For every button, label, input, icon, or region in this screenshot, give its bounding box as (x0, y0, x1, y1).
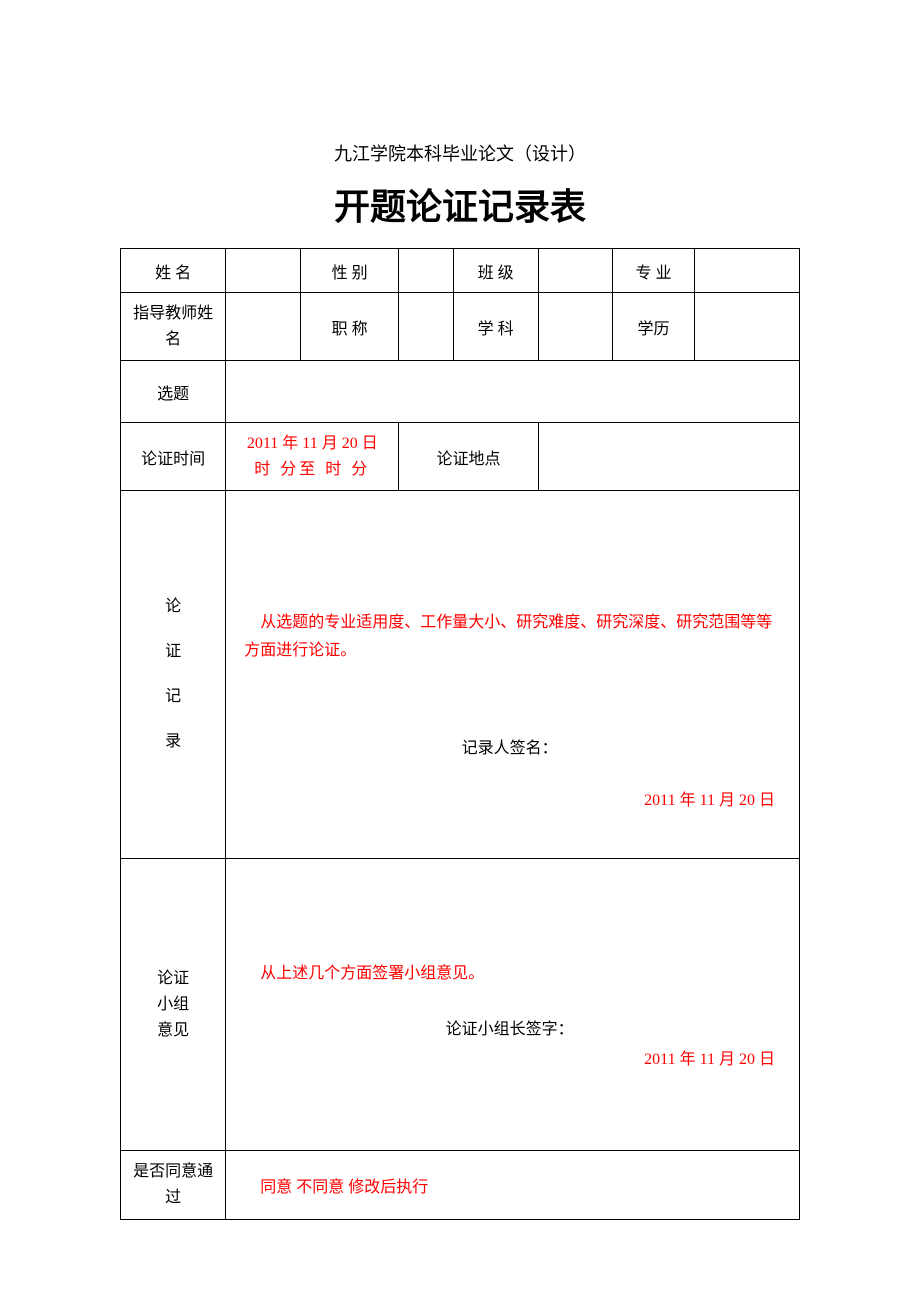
label-argue-time: 论证时间 (121, 423, 226, 491)
field-gender-value (399, 249, 453, 293)
label-title: 职 称 (300, 293, 398, 361)
field-topic-value (226, 361, 800, 423)
field-education-value (694, 293, 799, 361)
approve-options: 同意 不同意 修改后执行 (236, 1179, 428, 1196)
doc-subtitle: 九江学院本科毕业论文（设计） (120, 140, 800, 166)
field-class-value (538, 249, 613, 293)
table-row-topic: 选题 (121, 361, 800, 423)
label-subject: 学 科 (453, 293, 538, 361)
record-label-char-3: 记 (165, 688, 181, 705)
record-label-char-4: 录 (165, 733, 181, 750)
opinion-label-line-1: 论证 (157, 970, 189, 987)
opinion-date: 2011 年 11 月 20 日 (244, 1045, 775, 1069)
record-paragraph: 从选题的专业适用度、工作量大小、研究难度、研究深度、研究范围等等方面进行论证。 (244, 609, 775, 663)
table-row-opinion: 论证 小组 意见 从上述几个方面签署小组意见。 论证小组长签字： 2011 年 … (121, 859, 800, 1151)
doc-main-title: 开题论证记录表 (120, 178, 800, 230)
label-gender: 性 别 (300, 249, 398, 293)
label-major: 专 业 (613, 249, 694, 293)
label-opinion: 论证 小组 意见 (121, 859, 226, 1151)
label-teacher-name: 指导教师姓名 (121, 293, 226, 361)
field-argue-time-value: 2011 年 11 月 20 日 时 分至 时 分 (226, 423, 399, 491)
record-signature-label: 记录人签名： (244, 734, 775, 758)
label-record: 论 证 记 录 (121, 491, 226, 859)
record-date: 2011 年 11 月 20 日 (244, 786, 775, 810)
field-record-content: 从选题的专业适用度、工作量大小、研究难度、研究深度、研究范围等等方面进行论证。 … (226, 491, 800, 859)
opinion-label-line-3: 意见 (157, 1022, 189, 1039)
field-argue-place-value (538, 423, 799, 491)
time-date-line: 2011 年 11 月 20 日 (247, 435, 378, 452)
label-name: 姓 名 (121, 249, 226, 293)
record-label-char-1: 论 (165, 598, 181, 615)
field-major-value (694, 249, 799, 293)
table-row-basic-info-2: 指导教师姓名 职 称 学 科 学历 (121, 293, 800, 361)
table-row-record: 论 证 记 录 从选题的专业适用度、工作量大小、研究难度、研究深度、研究范围等等… (121, 491, 800, 859)
table-row-approve: 是否同意通过 同意 不同意 修改后执行 (121, 1151, 800, 1219)
opinion-label-line-2: 小组 (157, 996, 189, 1013)
opinion-signature-label: 论证小组长签字： (244, 1015, 775, 1039)
field-name-value (226, 249, 301, 293)
opinion-paragraph: 从上述几个方面签署小组意见。 (244, 959, 775, 983)
field-title-value (399, 293, 453, 361)
label-argue-place: 论证地点 (399, 423, 538, 491)
label-approve: 是否同意通过 (121, 1151, 226, 1219)
field-teacher-name-value (226, 293, 301, 361)
field-opinion-content: 从上述几个方面签署小组意见。 论证小组长签字： 2011 年 11 月 20 日 (226, 859, 800, 1151)
time-hour-line: 时 分至 时 分 (254, 461, 370, 478)
table-row-basic-info-1: 姓 名 性 别 班 级 专 业 (121, 249, 800, 293)
form-table: 姓 名 性 别 班 级 专 业 指导教师姓名 职 称 学 科 学历 选题 论证时… (120, 248, 800, 1220)
table-row-time: 论证时间 2011 年 11 月 20 日 时 分至 时 分 论证地点 (121, 423, 800, 491)
field-approve-value: 同意 不同意 修改后执行 (226, 1151, 800, 1219)
field-subject-value (538, 293, 613, 361)
label-class: 班 级 (453, 249, 538, 293)
label-education: 学历 (613, 293, 694, 361)
label-topic: 选题 (121, 361, 226, 423)
record-label-char-2: 证 (165, 643, 181, 660)
